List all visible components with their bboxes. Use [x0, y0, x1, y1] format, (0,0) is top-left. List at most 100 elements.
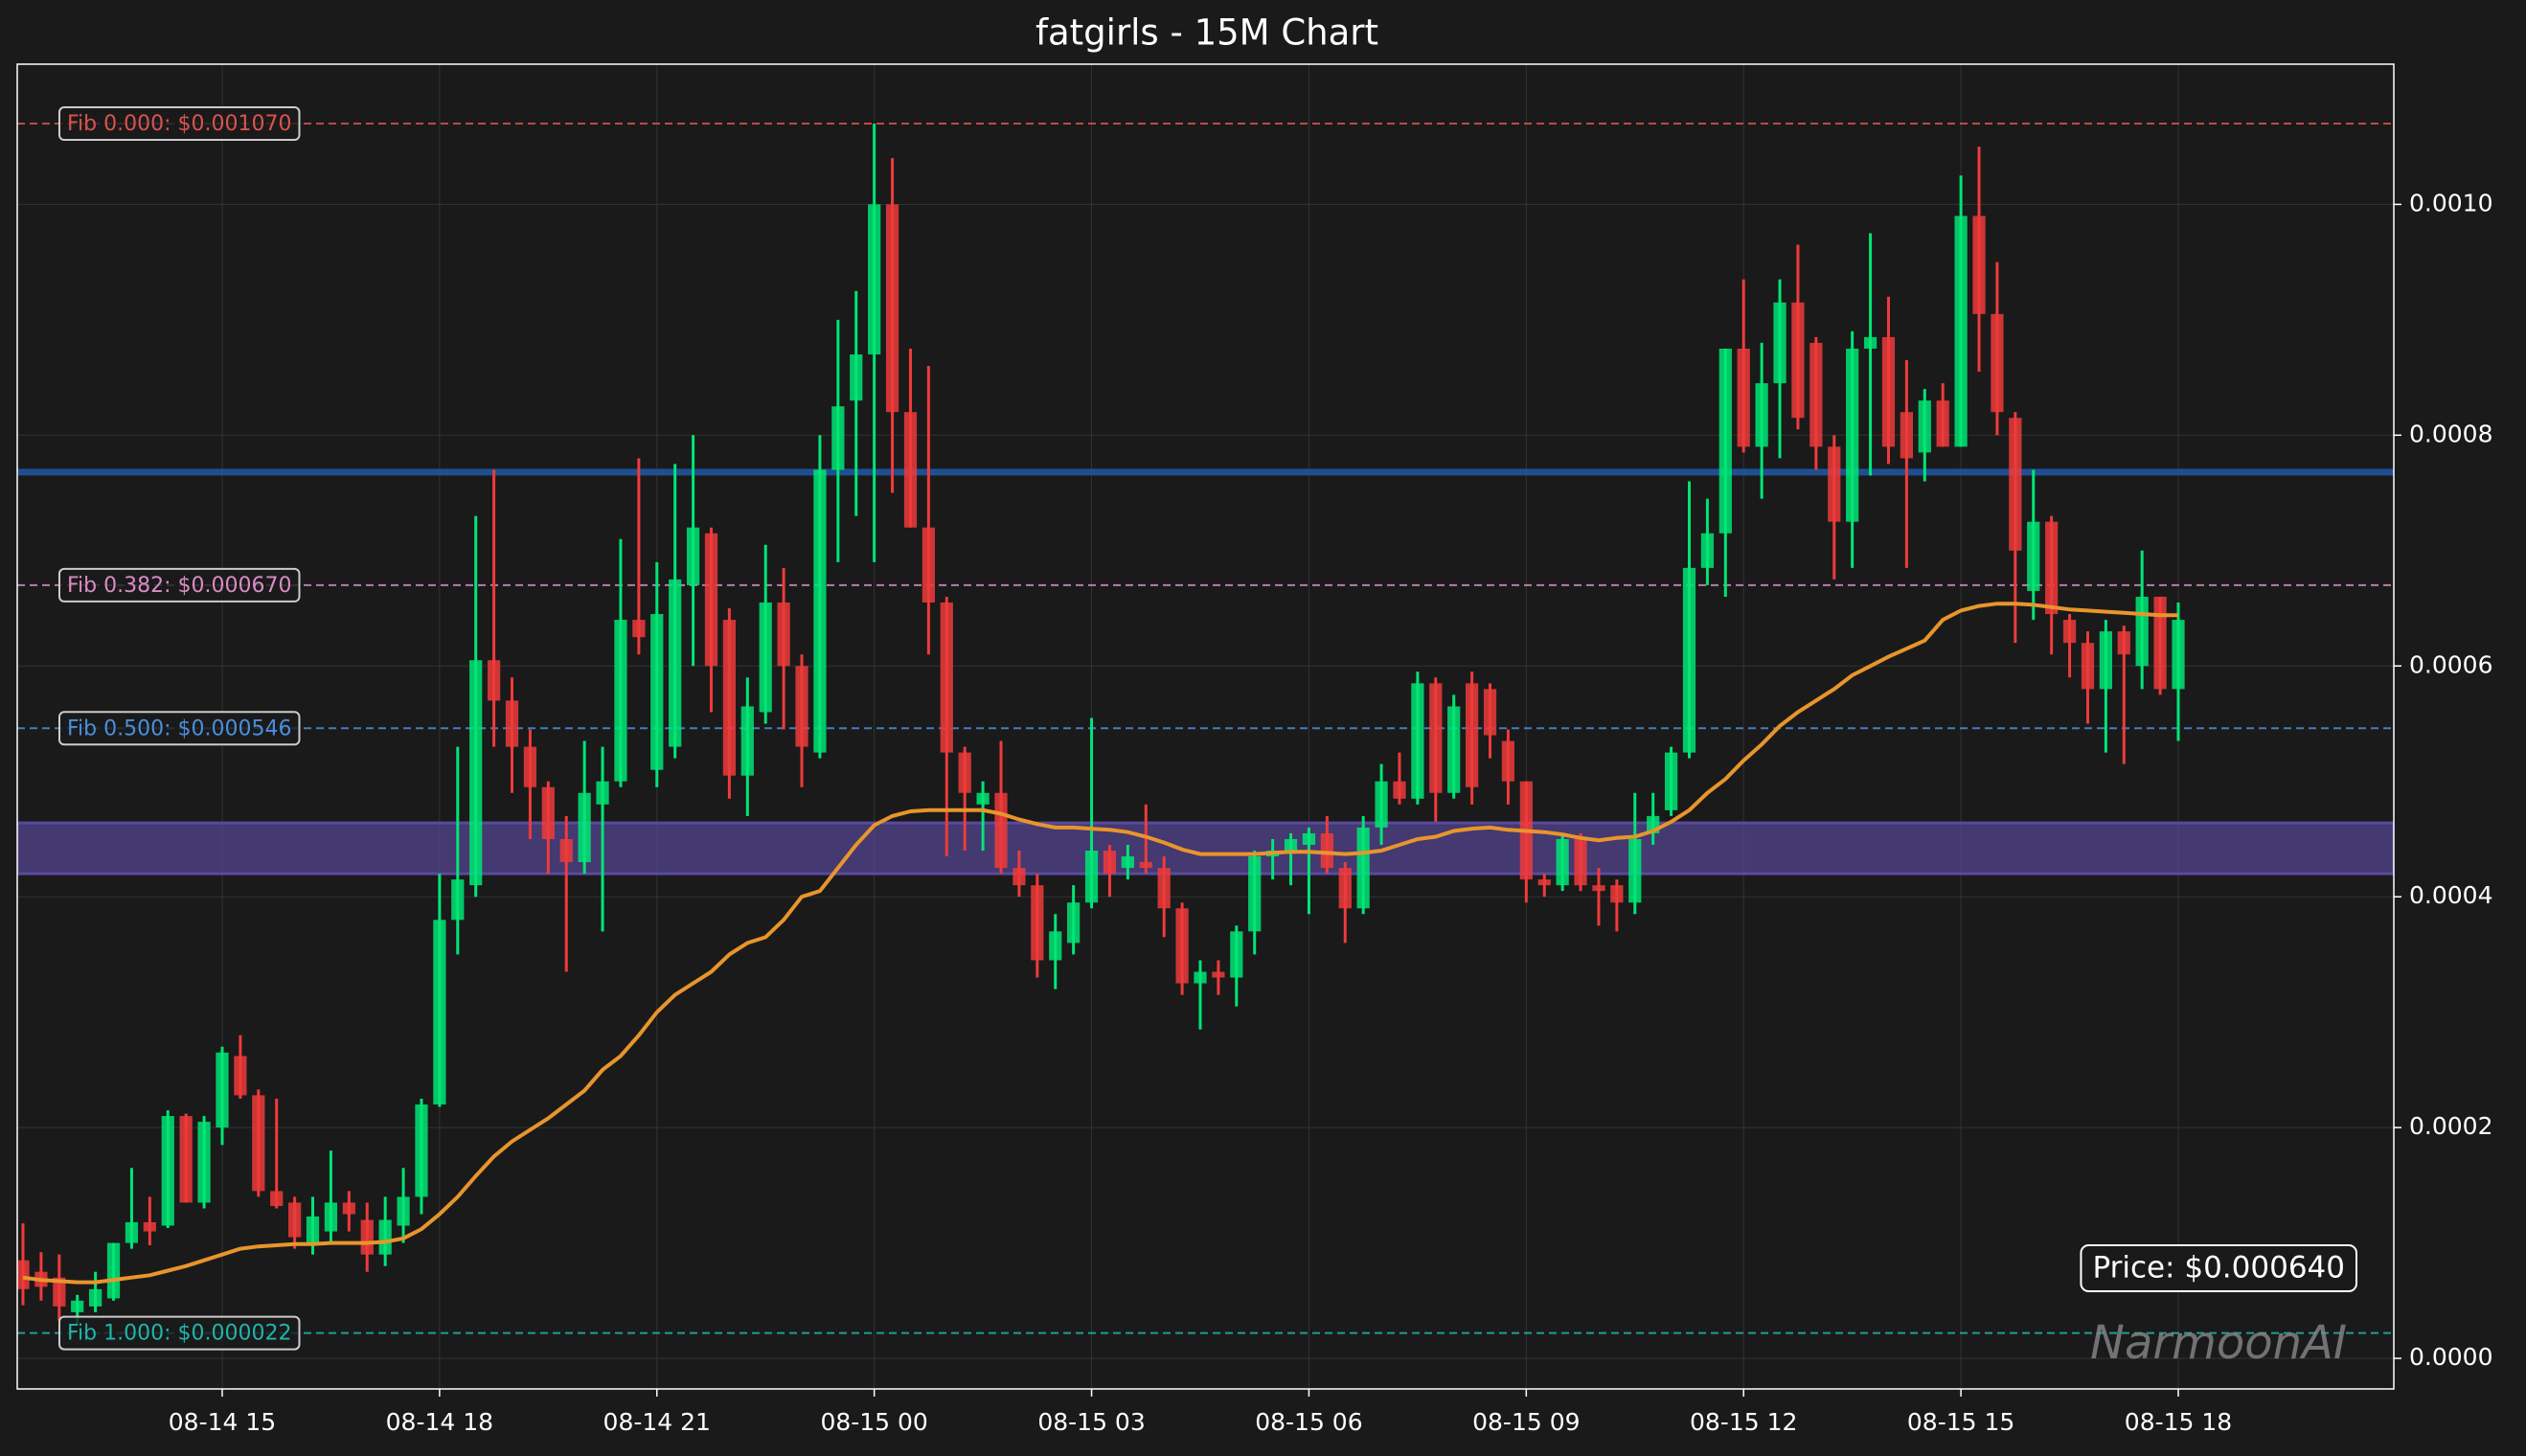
candle-body	[1537, 879, 1551, 886]
candle-body	[505, 700, 519, 747]
moving-average	[22, 602, 2178, 1285]
y-tick-label: 0.0002	[2409, 1112, 2492, 1140]
x-tick-label: 08-15 03	[1037, 1408, 1145, 1436]
candle-body	[1212, 971, 1225, 978]
candle-body	[1338, 868, 1352, 909]
support-zone	[17, 821, 2394, 876]
candle-body	[1320, 832, 1333, 869]
y-tick-label: 0.0006	[2409, 650, 2492, 678]
candle-body	[1031, 885, 1044, 961]
fib-label: Fib 1.000: $0.000022	[67, 1322, 291, 1346]
x-tick-label: 08-14 18	[386, 1408, 493, 1436]
candle-body	[197, 1122, 211, 1203]
candle-body	[1954, 216, 1968, 447]
candle-body	[451, 879, 465, 921]
candle-body	[885, 204, 899, 413]
fib-label: Fib 0.382: $0.000670	[67, 574, 291, 598]
candle-body	[614, 620, 627, 782]
candle-body	[1393, 781, 1406, 799]
candle-body	[1465, 683, 1479, 787]
candle-body	[1121, 856, 1134, 869]
candle-body	[1103, 851, 1117, 875]
candle-body	[704, 533, 718, 667]
candle-body	[831, 406, 845, 470]
candle-body	[1139, 862, 1152, 869]
candle-body	[903, 412, 918, 528]
candle-body	[1574, 838, 1587, 886]
candle-body	[216, 1052, 229, 1128]
candle-body	[1936, 400, 1949, 447]
candle-body	[2009, 418, 2022, 551]
fib-label: Fib 0.500: $0.000546	[67, 717, 291, 740]
x-tick-label: 08-15 06	[1255, 1408, 1362, 1436]
candle-body	[1846, 348, 1859, 522]
candle-body	[1194, 971, 1207, 984]
candle-body	[324, 1202, 338, 1232]
candle-body	[161, 1116, 174, 1226]
candle-body	[17, 1260, 30, 1289]
candle-body	[106, 1242, 121, 1299]
y-tick-label: 0.0008	[2409, 420, 2492, 447]
candle-body	[922, 527, 935, 603]
candle-body	[433, 920, 446, 1105]
candle-body	[1411, 683, 1424, 799]
candle-body	[2027, 521, 2040, 591]
watermark: NarmoonAI	[2090, 1316, 2347, 1370]
candle-body	[1809, 342, 1823, 447]
candle-body	[1592, 885, 1605, 892]
candle-body	[868, 204, 881, 354]
candle-body	[125, 1221, 139, 1243]
candle-body	[179, 1116, 193, 1203]
x-tick-label: 08-14 15	[169, 1408, 276, 1436]
candle-body	[1718, 348, 1732, 534]
candle-body	[1067, 902, 1081, 944]
candle-body	[360, 1219, 374, 1255]
candle-body	[270, 1191, 284, 1207]
y-tick-label: 0.0004	[2409, 881, 2492, 909]
candle-body	[71, 1300, 84, 1312]
candle-body	[976, 792, 990, 805]
candle-body	[1664, 752, 1678, 810]
candle-body	[740, 706, 754, 776]
candle-body	[1375, 781, 1388, 828]
candle-body	[958, 752, 971, 793]
candle-body	[523, 746, 537, 787]
x-tick-label: 08-15 18	[2125, 1408, 2232, 1436]
fib-label-box	[58, 711, 301, 746]
candle-body	[669, 579, 682, 747]
x-tick-label: 08-15 00	[820, 1408, 927, 1436]
candle-body	[1501, 740, 1515, 782]
candle-body	[1284, 838, 1298, 852]
fib-label-box	[58, 1315, 301, 1351]
candle-body	[2153, 596, 2167, 690]
price-box	[2080, 1244, 2357, 1292]
candle-body	[559, 838, 573, 863]
candle-body	[578, 792, 591, 863]
y-tick-label: 0.0010	[2409, 189, 2492, 216]
plot-area	[17, 64, 2394, 1389]
candle-body	[89, 1288, 102, 1307]
candle-body	[1013, 868, 1026, 886]
candle-body	[1356, 827, 1370, 909]
candle-body	[1628, 838, 1642, 903]
chart-title: fatgirls - 15M Chart	[1035, 12, 1378, 54]
candle-body	[1791, 302, 1805, 419]
candle-body	[1447, 706, 1461, 793]
candle-body	[722, 620, 737, 776]
candle-body	[1429, 683, 1443, 793]
x-tick-label: 08-15 09	[1472, 1408, 1580, 1436]
candle-body	[1881, 336, 1896, 447]
candle-body	[2117, 631, 2130, 655]
candle-body	[2081, 643, 2095, 690]
y-tick-label: 0.0000	[2409, 1343, 2492, 1371]
candle-body	[813, 469, 827, 753]
candle-body	[2135, 596, 2149, 667]
fib-label-box	[58, 567, 301, 603]
candle-body	[143, 1221, 156, 1232]
x-tick-label: 08-15 12	[1690, 1408, 1797, 1436]
candle-body	[850, 353, 863, 401]
candle-body	[1773, 302, 1786, 384]
candle-body	[234, 1056, 247, 1096]
candle-body	[2172, 620, 2185, 690]
candle-body	[2099, 631, 2112, 690]
